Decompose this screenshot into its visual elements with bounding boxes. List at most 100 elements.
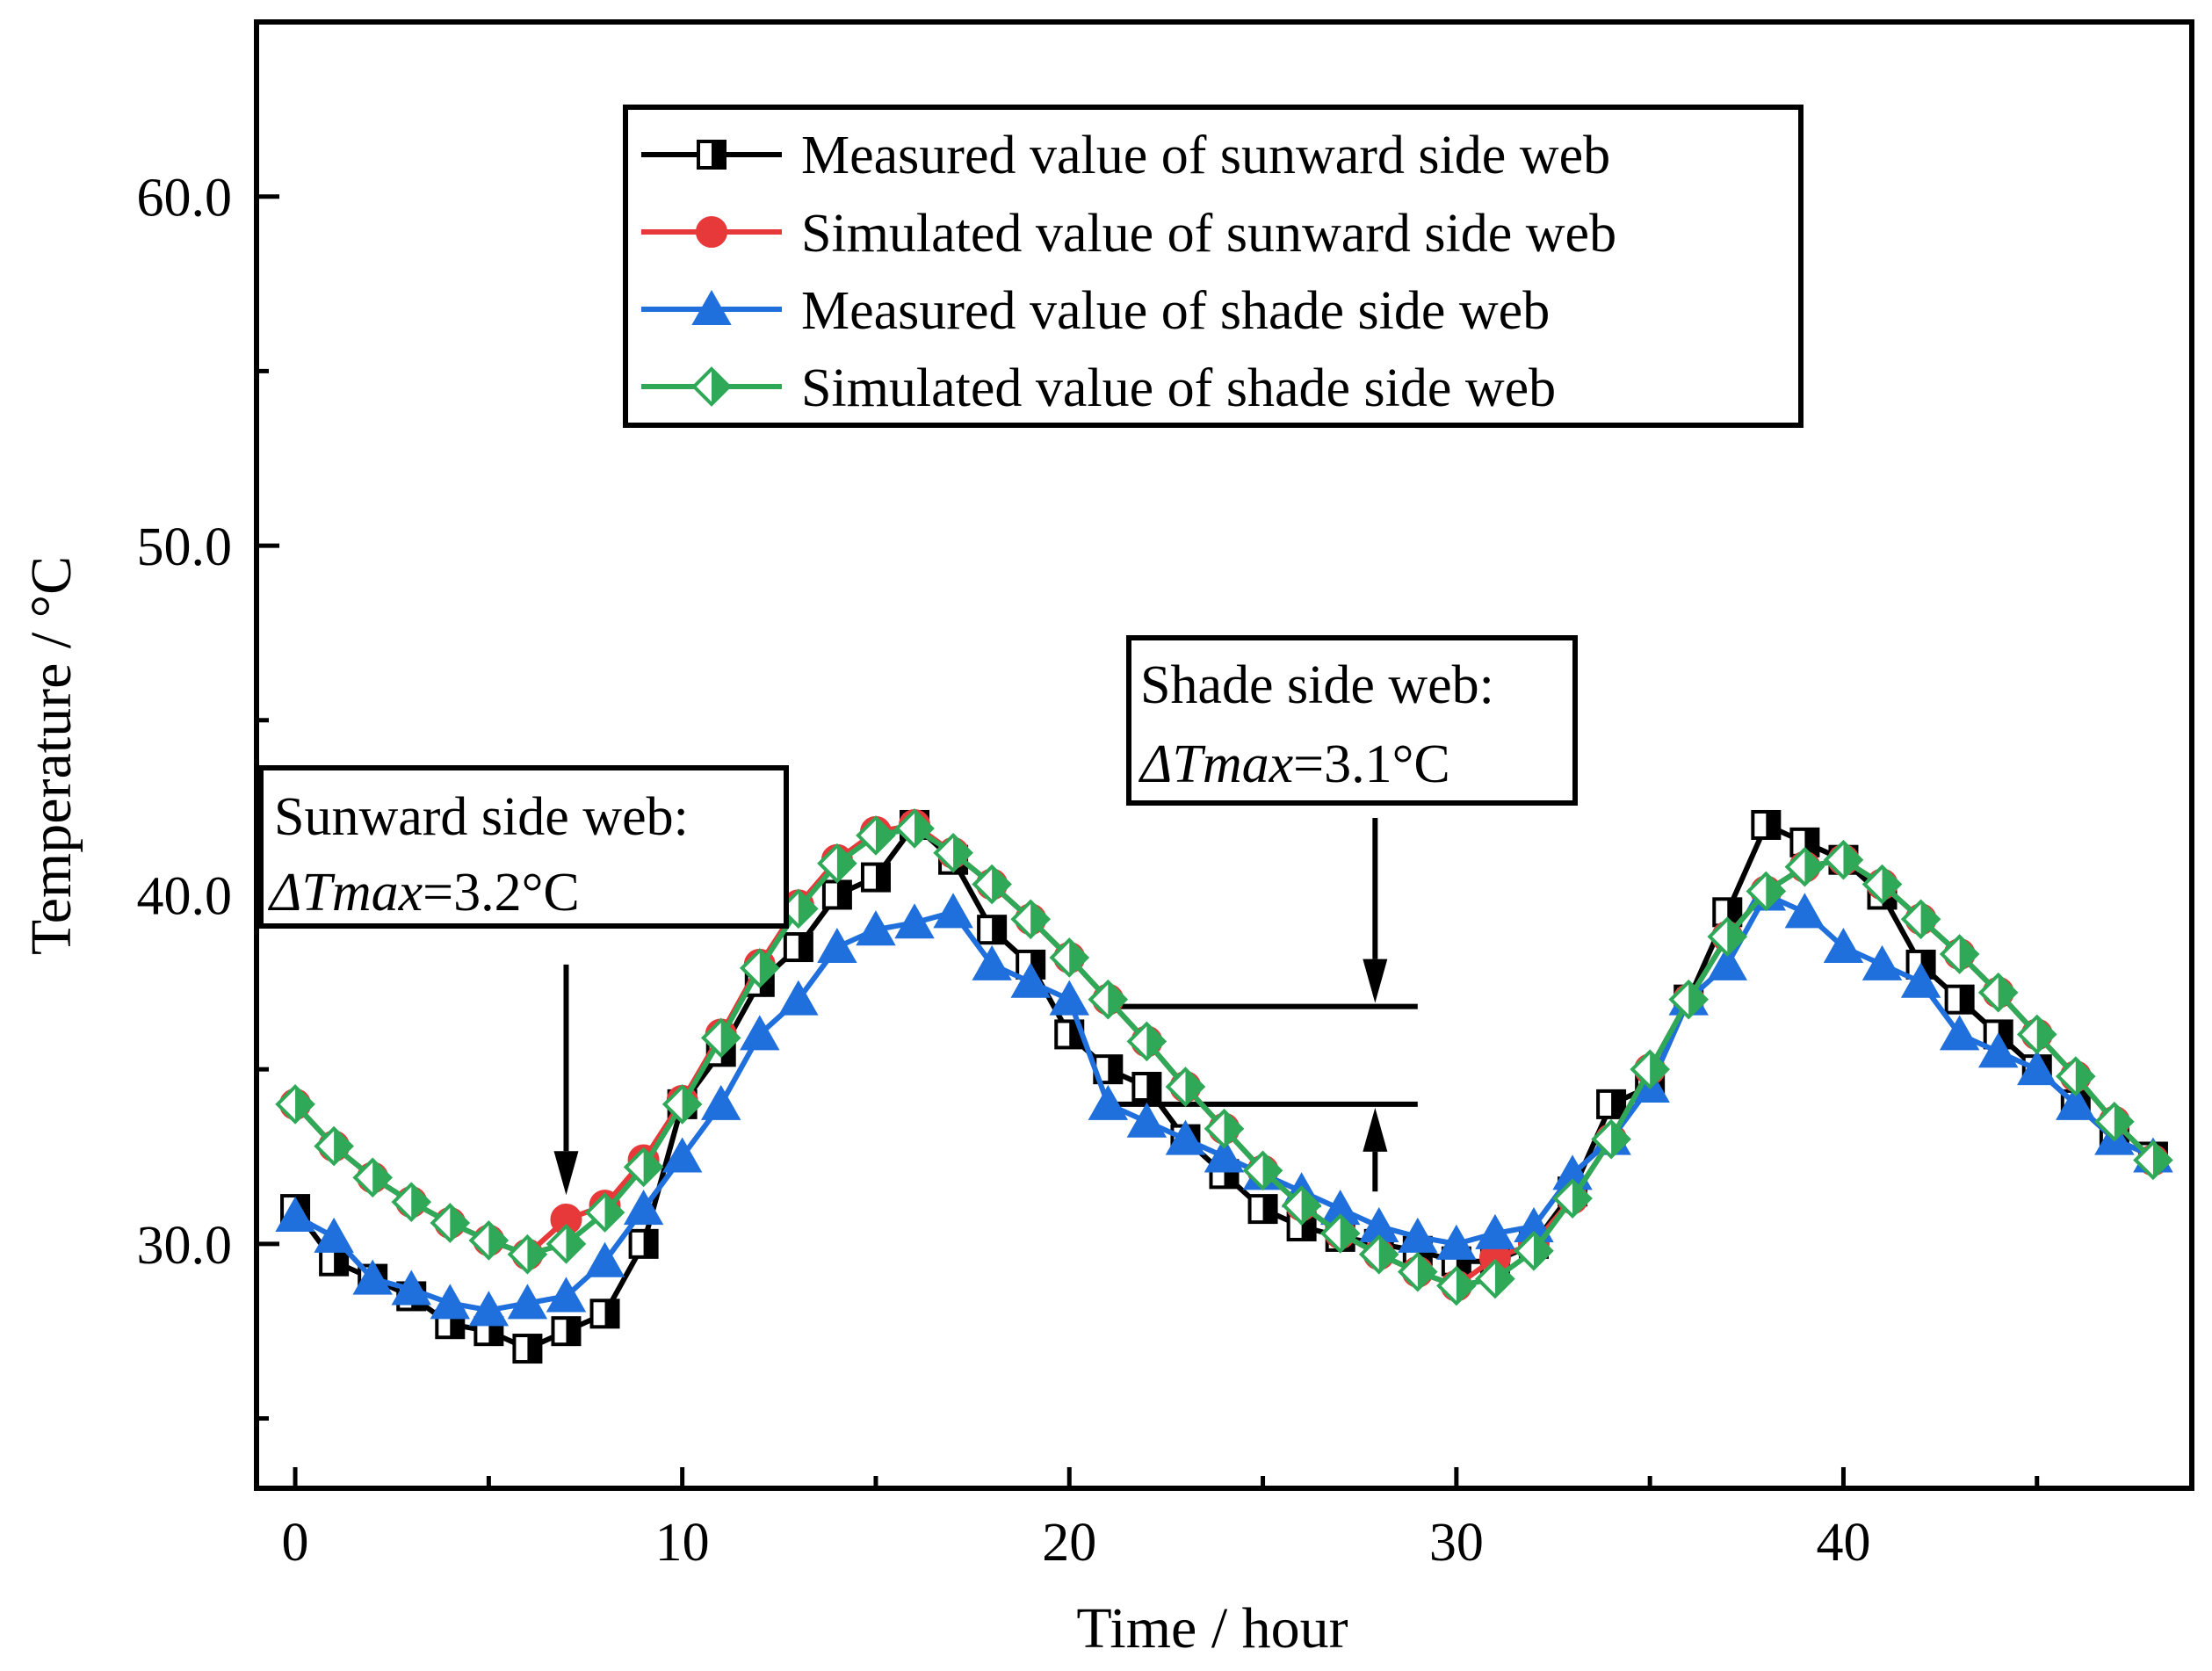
data-point (1977, 972, 2019, 1013)
data-point (1630, 1049, 1670, 1089)
series-2 (275, 875, 2173, 1327)
marker-diamond-fill (1378, 1236, 1397, 1272)
plot-layer: 0 10 20 30 40 30.0 40.0 50.0 60.0 (137, 19, 2194, 1573)
data-point (1165, 1119, 1206, 1155)
marker-diamond-fill (1224, 1110, 1242, 1147)
marker-triangle (1010, 962, 1051, 998)
data-point (1242, 1150, 1283, 1191)
data-point (1707, 916, 1748, 957)
marker-diamond-fill (334, 1128, 352, 1164)
series-3 (275, 808, 2173, 1306)
marker-triangle (1165, 1119, 1206, 1155)
data-point (740, 1015, 780, 1051)
marker-diamond-fill (1998, 974, 2016, 1010)
data-point (314, 1125, 354, 1167)
marker-triangle (894, 903, 935, 939)
data-point (1861, 944, 1903, 980)
marker-square-fill (1108, 1056, 1122, 1083)
marker-triangle (661, 1137, 703, 1173)
marker-diamond-fill (604, 1195, 623, 1231)
data-point (546, 1277, 587, 1313)
plot-frame (254, 19, 2194, 1491)
marker-diamond-fill (1572, 1181, 1591, 1217)
data-point (933, 893, 973, 929)
marker-diamond-fill (2114, 1103, 2132, 1139)
marker-diamond-fill (1727, 919, 1746, 955)
marker-triangle (1088, 1084, 1129, 1120)
legend-label-simulated-shade: Simulated value of shade side web (801, 358, 1556, 418)
marker-diamond-fill (1262, 1153, 1281, 1189)
data-point (628, 1228, 659, 1259)
data-point (589, 1298, 620, 1329)
data-point (1751, 809, 1782, 840)
marker-triangle (701, 1084, 741, 1120)
marker-square-fill (875, 864, 889, 891)
marker-diamond-fill (2036, 1016, 2055, 1053)
marker-triangle (740, 1015, 780, 1051)
y-tick-label: 30.0 (137, 1216, 233, 1276)
data-point (821, 879, 852, 910)
marker-square-fill (334, 1248, 348, 1275)
marker-diamond-fill (1340, 1215, 1358, 1251)
data-point (1126, 1021, 1167, 1062)
marker-triangle (1049, 980, 1089, 1016)
data-point (1281, 1185, 1322, 1226)
data-point (778, 980, 819, 1016)
data-point (972, 864, 1012, 905)
annotation-shade-delta: ΔTmax=3.1°C (1138, 734, 1450, 794)
data-point (691, 366, 732, 407)
marker-triangle (430, 1284, 471, 1320)
data-point (661, 1084, 703, 1125)
marker-diamond-fill (953, 835, 972, 871)
data-point (1939, 1015, 1980, 1051)
marker-diamond-fill (527, 1236, 546, 1272)
marker-triangle (856, 910, 896, 946)
marker-triangle (2017, 1050, 2057, 1086)
marker-triangle (275, 1197, 315, 1233)
x-tick-label: 20 (1042, 1513, 1096, 1573)
x-tick-label: 10 (655, 1513, 710, 1573)
data-point (391, 1270, 431, 1306)
marker-diamond-fill (643, 1149, 661, 1185)
data-point (1591, 1118, 1631, 1160)
marker-diamond-fill (566, 1226, 584, 1262)
marker-diamond-fill (295, 1086, 314, 1122)
marker-square-fill (1959, 986, 1973, 1013)
marker-triangle (2056, 1084, 2096, 1120)
marker-triangle (817, 928, 857, 964)
data-point (2094, 1101, 2135, 1142)
x-axis-label: Time / hour (1076, 1596, 1348, 1660)
legend-label-measured-shade: Measured value of shade side web (801, 281, 1550, 341)
data-point (1784, 846, 1825, 887)
marker-square-fill (1611, 1090, 1625, 1118)
data-point (1900, 899, 1941, 940)
data-point (697, 140, 726, 170)
data-point (1707, 944, 1747, 980)
data-point (1668, 979, 1710, 1020)
marker-triangle (623, 1190, 664, 1226)
data-point (1088, 979, 1129, 1020)
marker-triangle (778, 980, 819, 1016)
annotation-sunward-delta-symbol: ΔTmax (267, 863, 423, 922)
data-point (623, 1190, 664, 1226)
marker-diamond-fill (1804, 849, 1823, 885)
legend-label-measured-sunward: Measured value of sunward side web (801, 126, 1610, 185)
marker-diamond-fill (720, 1020, 739, 1056)
data-point (1746, 871, 1787, 912)
data-point (1049, 980, 1089, 1016)
marker-triangle (584, 1241, 625, 1277)
data-point (1247, 1194, 1278, 1225)
data-point (1823, 839, 1864, 880)
marker-diamond-fill (1766, 873, 1784, 909)
marker-diamond-fill (411, 1184, 430, 1220)
annotation-shade-title: Shade side web: (1140, 655, 1494, 715)
legend-label-simulated-sunward: Simulated value of sunward side web (801, 204, 1616, 264)
marker-diamond-fill (1146, 1024, 1165, 1060)
data-point (696, 216, 727, 248)
marker-diamond-fill (682, 1086, 700, 1122)
data-point (1204, 1108, 1245, 1149)
marker-diamond-fill (712, 369, 729, 404)
data-point (2016, 1014, 2057, 1055)
marker-diamond-fill (759, 950, 777, 986)
